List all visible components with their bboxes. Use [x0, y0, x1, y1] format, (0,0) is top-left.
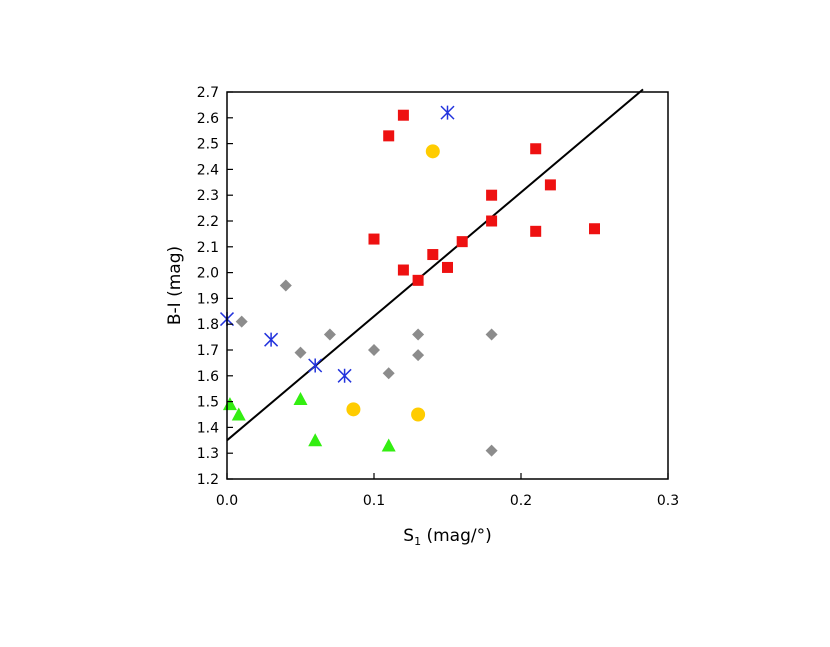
triangle-marker	[231, 407, 246, 421]
y-tick-label: 2.0	[197, 266, 219, 282]
diamond-marker	[485, 444, 498, 457]
triangle-marker	[381, 438, 396, 452]
y-tick-label: 1.4	[197, 420, 219, 436]
square-marker	[530, 225, 542, 237]
y-tick-label: 1.9	[197, 291, 219, 307]
diamond-marker	[323, 328, 336, 341]
square-marker	[456, 236, 468, 248]
circle-marker	[346, 402, 361, 417]
square-marker	[486, 189, 498, 201]
square-marker	[486, 215, 498, 227]
y-tick-label: 2.1	[197, 240, 219, 256]
y-tick-label: 1.5	[197, 395, 219, 411]
diamond-marker	[294, 346, 307, 359]
square-marker	[397, 109, 409, 121]
diamond-marker	[412, 328, 425, 341]
asterisk-marker	[264, 332, 279, 347]
axis-ticks: 0.0 0.1 0.2 0.3 1.2 1.3 1.4 1.5 1.6 1.7 1.8 1.9 2.0 2…	[197, 85, 679, 509]
plot-marks	[219, 88, 644, 457]
x-axis-title-unit: (mag/°)	[421, 526, 492, 546]
y-axis-title: B-I (mag)	[165, 246, 185, 325]
y-tick-label: 1.3	[197, 446, 219, 462]
square-marker	[383, 130, 395, 142]
x-tick-label: 0.3	[657, 493, 679, 509]
plot-frame	[226, 91, 669, 480]
asterisk-marker	[308, 358, 323, 373]
regression-line	[226, 88, 644, 442]
square-marker	[412, 274, 424, 286]
y-tick-label: 1.7	[197, 343, 219, 359]
diamond-marker	[382, 367, 395, 380]
square-marker	[427, 249, 439, 261]
square-marker	[397, 264, 409, 276]
y-tick-label: 2.7	[197, 85, 219, 101]
asterisk-marker	[337, 368, 352, 383]
diamond-marker	[235, 315, 248, 328]
diamond-marker	[279, 279, 292, 292]
square-marker	[544, 179, 556, 191]
x-tick-label: 0.2	[510, 493, 532, 509]
square-marker	[368, 233, 380, 245]
y-tick-label: 2.6	[197, 111, 219, 127]
triangle-marker	[293, 392, 308, 406]
diamond-marker	[412, 349, 425, 362]
y-tick-label: 2.4	[197, 162, 219, 178]
diamond-marker	[485, 328, 498, 341]
y-tick-label: 1.8	[197, 317, 219, 333]
triangle-marker	[222, 397, 237, 411]
x-axis-title-main: S	[403, 526, 414, 546]
square-marker	[589, 223, 600, 235]
asterisk-marker	[440, 105, 455, 120]
y-tick-label: 1.2	[197, 472, 219, 488]
x-tick-label: 0.1	[363, 493, 385, 509]
x-axis-title-subscript: 1	[414, 535, 421, 548]
circle-marker	[425, 144, 440, 159]
triangle-marker	[308, 433, 323, 447]
y-tick-label: 1.6	[197, 369, 219, 385]
square-marker	[442, 261, 453, 273]
x-tick-label: 0.0	[216, 493, 238, 509]
circle-marker	[411, 407, 426, 422]
x-axis-title: S1 (mag/°)	[403, 526, 491, 548]
y-tick-label: 2.2	[197, 214, 219, 230]
diamond-marker	[368, 344, 380, 356]
square-marker	[530, 143, 542, 155]
y-tick-label: 2.3	[197, 188, 219, 204]
y-tick-label: 2.5	[197, 137, 219, 153]
